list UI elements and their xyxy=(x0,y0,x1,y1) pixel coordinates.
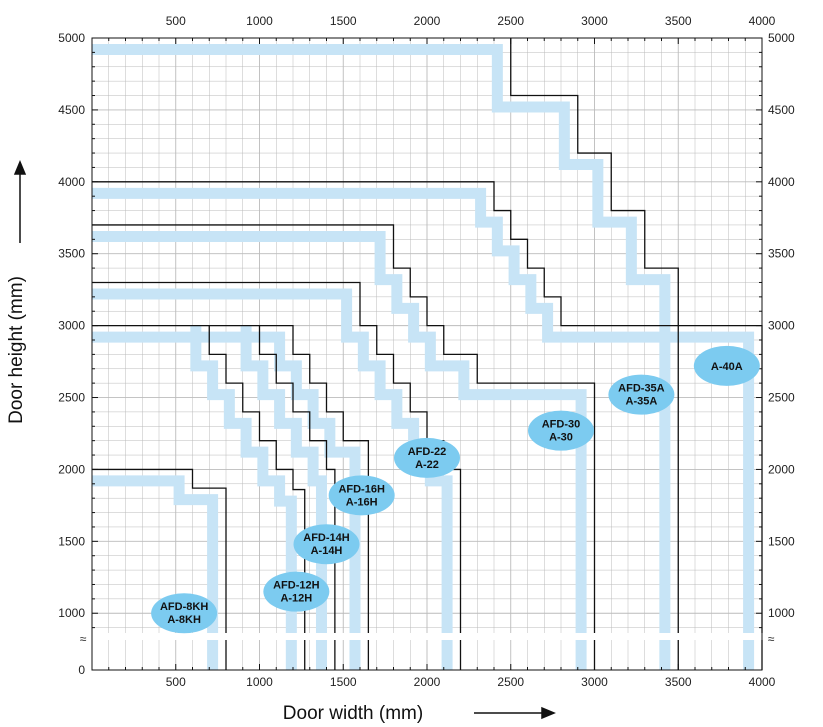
y-axis-label: Door height (mm) xyxy=(6,276,27,424)
badge-ellipse xyxy=(394,437,460,478)
series-label: A-40A xyxy=(711,361,743,373)
y-tick-label-left: 3500 xyxy=(58,247,85,261)
y-tick-label-right: 1500 xyxy=(768,534,795,548)
x-tick-label-top: 1000 xyxy=(246,14,273,28)
series-label: AFD-22 xyxy=(408,446,447,458)
series-label: AFD-16H xyxy=(338,483,385,495)
y-tick-label-left: 4000 xyxy=(58,175,85,189)
x-tick-label-top: 500 xyxy=(166,14,186,28)
ticks-layer: 500 500 1000 1000 1500 1500 2000 2000 2500 2500 30… xyxy=(58,14,795,689)
series-badge: A-40A xyxy=(693,345,760,386)
badge-ellipse xyxy=(693,345,760,386)
x-tick-label-top: 2500 xyxy=(497,14,524,28)
x-tick-label-top: 3000 xyxy=(581,14,608,28)
boundary-line xyxy=(208,325,306,670)
series-label: A-8KH xyxy=(167,614,201,626)
band xyxy=(92,230,587,670)
y-tick-label-left: 4500 xyxy=(58,103,85,117)
y-tick-label-left: 0 xyxy=(78,663,85,677)
series-label: AFD-14H xyxy=(303,532,350,544)
band xyxy=(92,44,755,670)
series-label: A-14H xyxy=(311,545,343,557)
series-label: A-12H xyxy=(280,593,312,605)
x-tick-label-top: 1500 xyxy=(330,14,357,28)
series-label: A-22 xyxy=(415,459,439,471)
x-tick-label-bottom: 1000 xyxy=(246,675,273,689)
bands-layer xyxy=(92,44,755,670)
y-tick-label-right: 3000 xyxy=(768,319,795,333)
y-tick-label-right: 3500 xyxy=(768,247,795,261)
boundary-line xyxy=(92,324,370,670)
series-label: AFD-30 xyxy=(542,419,581,431)
series-label: A-35A xyxy=(626,396,658,408)
badge-ellipse xyxy=(528,410,594,451)
axis-break-mark-left: ≈ xyxy=(80,632,87,646)
y-tick-label-right: 2500 xyxy=(768,391,795,405)
y-axis-arrow xyxy=(13,160,27,243)
y-tick-label-left: 1000 xyxy=(58,606,85,620)
y-tick-label-right: 5000 xyxy=(768,31,795,45)
band xyxy=(240,325,327,670)
x-tick-label-bottom: 3500 xyxy=(665,675,692,689)
axis-break-gap xyxy=(82,633,772,640)
x-tick-label-top: 3500 xyxy=(665,14,692,28)
band xyxy=(92,331,361,670)
boundary-line xyxy=(92,468,227,670)
series-label: AFD-12H xyxy=(273,580,320,592)
series-label: AFD-8KH xyxy=(160,601,208,613)
x-tick-label-bottom: 2000 xyxy=(414,675,441,689)
y-tick-label-right: 4000 xyxy=(768,175,795,189)
band xyxy=(92,475,219,670)
y-tick-label-left: 5000 xyxy=(58,31,85,45)
badge-ellipse xyxy=(151,593,218,634)
y-tick-label-left: 2000 xyxy=(58,462,85,476)
badges-layer: AFD-8KHA-8KHAFD-12HA-12HAFD-14HA-14HAFD-… xyxy=(151,345,760,634)
badge-ellipse xyxy=(263,571,330,612)
x-axis-arrow xyxy=(474,706,556,720)
axis-break-mark-right: ≈ xyxy=(768,632,775,646)
x-tick-label-bottom: 500 xyxy=(166,675,186,689)
boundary-line xyxy=(92,181,679,670)
y-tick-label-left: 3000 xyxy=(58,319,85,333)
y-tick-label-left: 1500 xyxy=(58,534,85,548)
x-tick-label-bottom: 1500 xyxy=(330,675,357,689)
band xyxy=(190,325,297,670)
series-label: A-30 xyxy=(549,432,573,444)
series-badge: AFD-30A-30 xyxy=(528,410,594,451)
badge-ellipse xyxy=(608,374,675,415)
x-tick-label-bottom: 3000 xyxy=(581,675,608,689)
boundary-line xyxy=(92,224,596,670)
x-tick-label-top: 4000 xyxy=(749,14,776,28)
badge-ellipse xyxy=(328,475,395,516)
y-tick-label-right: 1000 xyxy=(768,606,795,620)
y-tick-label-left: 2500 xyxy=(58,391,85,405)
y-tick-label-right: 4500 xyxy=(768,103,795,117)
x-axis-label: Door width (mm) xyxy=(283,703,423,724)
series-label: A-16H xyxy=(346,496,378,508)
boundary-line xyxy=(510,38,763,670)
series-badge: AFD-22A-22 xyxy=(394,437,460,478)
y-tick-label-right: 2000 xyxy=(768,462,795,476)
x-tick-label-top: 2000 xyxy=(414,14,441,28)
boundary-line xyxy=(258,325,336,670)
series-label: AFD-35A xyxy=(618,383,665,395)
x-tick-label-bottom: 4000 xyxy=(749,675,776,689)
badge-ellipse xyxy=(293,524,360,565)
x-tick-label-bottom: 2500 xyxy=(497,675,524,689)
band xyxy=(92,187,671,670)
